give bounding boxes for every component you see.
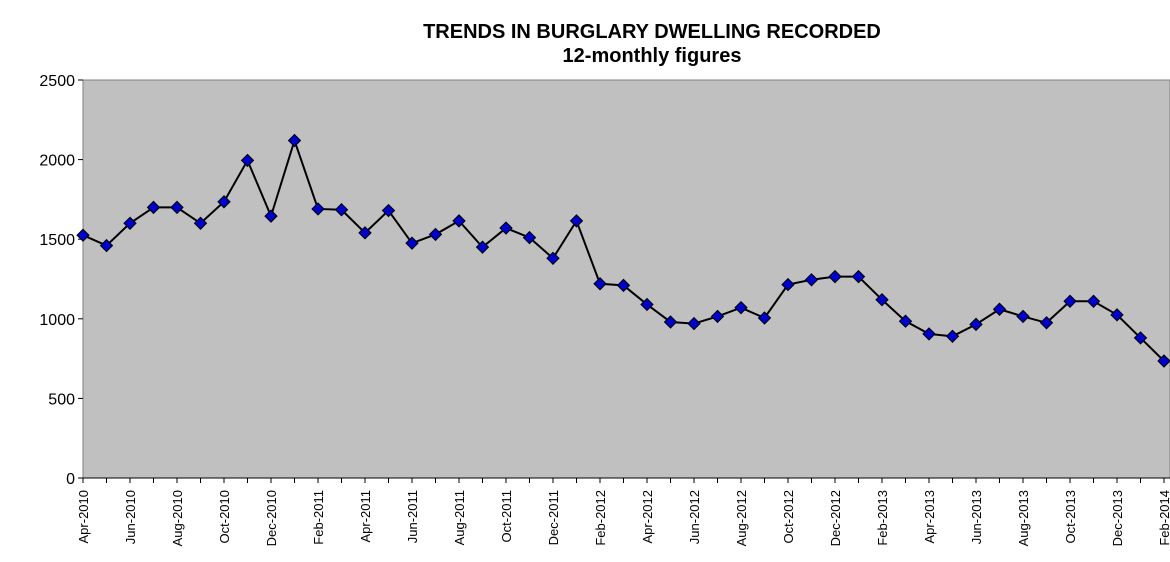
marker <box>898 314 913 328</box>
x-tick-label: Oct-2012 <box>781 490 796 543</box>
x-tick-label: Apr-2012 <box>640 490 655 543</box>
marker <box>99 238 114 253</box>
y-tick-label: 1500 <box>39 232 75 249</box>
chart-subtitle: 12-monthly figures <box>563 45 742 67</box>
marker <box>170 200 184 215</box>
marker <box>428 227 443 242</box>
marker <box>781 277 795 292</box>
marker <box>616 278 631 293</box>
x-tick-label: Oct-2013 <box>1063 490 1078 543</box>
x-tick-label: Dec-2012 <box>828 490 843 546</box>
marker <box>1110 308 1124 322</box>
marker <box>1039 316 1054 330</box>
marker <box>76 228 90 242</box>
marker <box>1016 309 1030 324</box>
marker <box>311 202 325 216</box>
x-tick-label: Oct-2011 <box>499 490 514 543</box>
marker <box>264 209 278 223</box>
marker <box>851 269 866 284</box>
marker <box>593 277 607 291</box>
marker <box>992 302 1007 316</box>
marker <box>193 216 208 230</box>
marker <box>828 269 842 284</box>
marker <box>710 309 725 324</box>
x-tick-label: Oct-2010 <box>217 490 232 543</box>
x-tick-label: Aug-2010 <box>170 490 185 546</box>
marker <box>287 133 302 148</box>
marker <box>757 311 772 325</box>
marker <box>546 251 560 266</box>
marker <box>452 214 466 228</box>
marker <box>875 292 889 307</box>
y-tick-label: 500 <box>48 391 75 408</box>
marker <box>640 297 654 312</box>
marker <box>499 221 513 235</box>
x-tick-label: Dec-2010 <box>264 490 279 546</box>
marker <box>945 329 960 344</box>
marker <box>405 236 419 250</box>
chart-title: TRENDS IN BURGLARY DWELLING RECORDED <box>423 21 881 43</box>
marker <box>522 230 537 245</box>
marker <box>146 200 161 215</box>
x-tick-label: Jun-2013 <box>969 490 984 544</box>
marker <box>475 240 490 254</box>
x-tick-label: Dec-2013 <box>1110 490 1125 546</box>
x-tick-label: Apr-2010 <box>76 490 91 543</box>
x-tick-label: Jun-2012 <box>687 490 702 544</box>
x-tick-label: Aug-2012 <box>734 490 749 546</box>
x-tick-label: Apr-2013 <box>922 490 937 543</box>
marker <box>381 203 396 218</box>
marker <box>663 315 678 329</box>
x-tick-label: Apr-2011 <box>358 490 373 543</box>
x-tick-label: Jun-2011 <box>405 490 420 543</box>
marker <box>969 317 983 332</box>
marker <box>1086 294 1101 308</box>
plot-area <box>82 79 1170 479</box>
marker <box>687 316 701 331</box>
x-tick-label: Feb-2012 <box>593 490 608 546</box>
x-tick-label: Aug-2013 <box>1016 490 1031 546</box>
marker <box>1133 331 1148 345</box>
marker <box>240 153 255 168</box>
marker <box>334 203 349 217</box>
y-tick-label: 0 <box>66 471 75 488</box>
marker <box>1157 354 1170 368</box>
marker <box>358 226 372 240</box>
x-tick-label: Feb-2011 <box>311 490 326 545</box>
x-tick-label: Dec-2011 <box>546 490 561 545</box>
marker <box>734 300 748 315</box>
y-tick-label: 1000 <box>39 312 75 329</box>
x-tick-label: Jun-2010 <box>123 490 138 544</box>
y-tick-label: 2000 <box>39 153 75 170</box>
marker <box>1063 294 1077 308</box>
marker <box>922 327 936 341</box>
x-tick-label: Feb-2014 <box>1157 490 1170 546</box>
marker <box>569 214 584 228</box>
marker <box>804 273 819 287</box>
x-tick-label: Aug-2011 <box>452 490 467 545</box>
y-tick-label: 2500 <box>39 73 75 90</box>
marker <box>123 216 137 230</box>
x-tick-label: Feb-2013 <box>875 490 890 546</box>
marker <box>217 195 231 209</box>
